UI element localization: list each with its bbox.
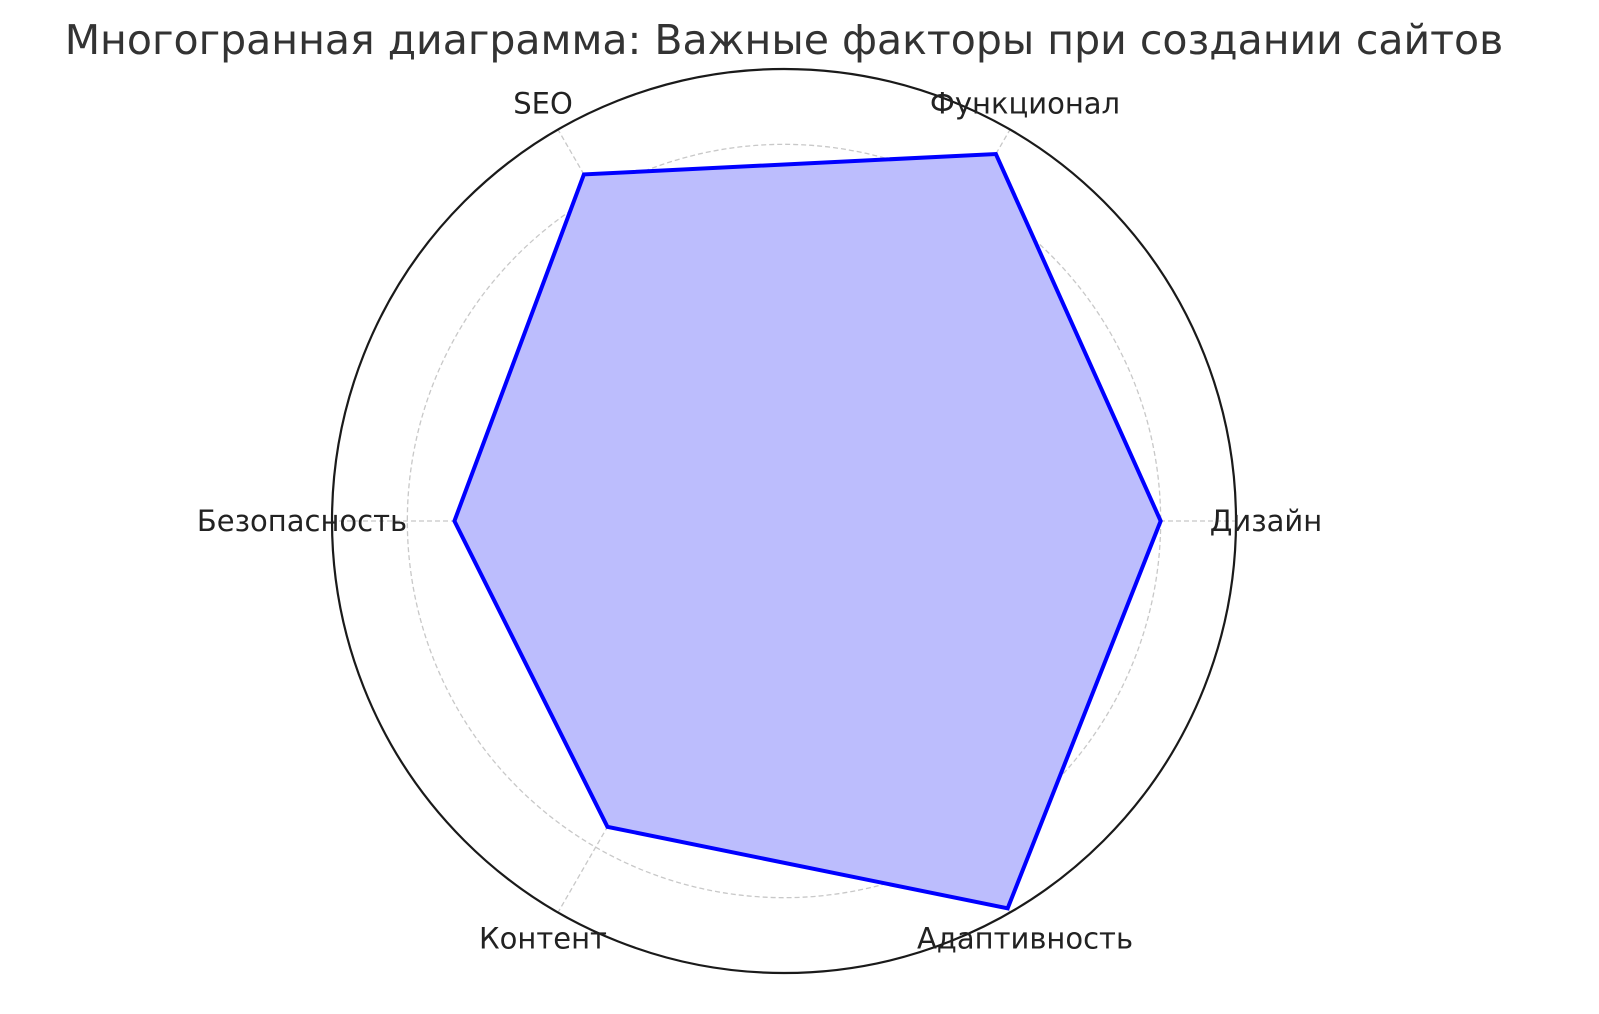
category-labels: Дизайн Функционал SEO Безопасность Контент Ад… <box>197 87 1322 956</box>
category-label: Безопасность <box>197 504 407 538</box>
series-fill <box>454 154 1161 909</box>
category-label: Адаптивность <box>917 921 1133 955</box>
category-label: Контент <box>479 921 607 955</box>
outer-circle <box>330 67 1238 975</box>
series <box>452 151 1163 911</box>
category-label: Функционал <box>930 87 1120 121</box>
category-label: SEO <box>513 87 573 121</box>
chart-title: Многогранная диаграмма: Важные факторы п… <box>65 16 1504 64</box>
category-label: Дизайн <box>1210 504 1323 538</box>
